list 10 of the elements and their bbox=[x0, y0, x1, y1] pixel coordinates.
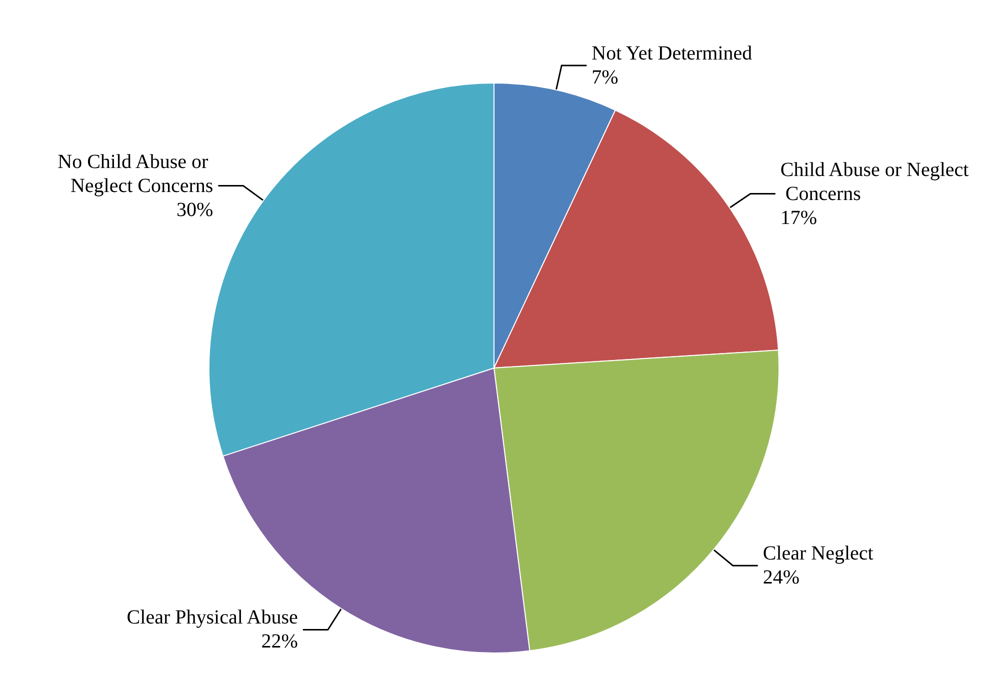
data-label: 7% bbox=[592, 66, 618, 88]
slice-label: Clear Neglect bbox=[762, 542, 874, 565]
data-label: 30% bbox=[176, 198, 214, 221]
slice-label: Child Abuse or Neglect Concerns bbox=[780, 158, 970, 205]
slice-label: Clear Physical Abuse bbox=[126, 606, 298, 629]
data-label: 22% bbox=[261, 630, 298, 653]
data-label: 24% bbox=[762, 566, 800, 589]
slice-label: Not Yet Determined bbox=[592, 42, 752, 64]
slice-label: No Child Abuse or Neglect Concerns bbox=[58, 150, 214, 197]
data-label: 17% bbox=[780, 206, 818, 229]
